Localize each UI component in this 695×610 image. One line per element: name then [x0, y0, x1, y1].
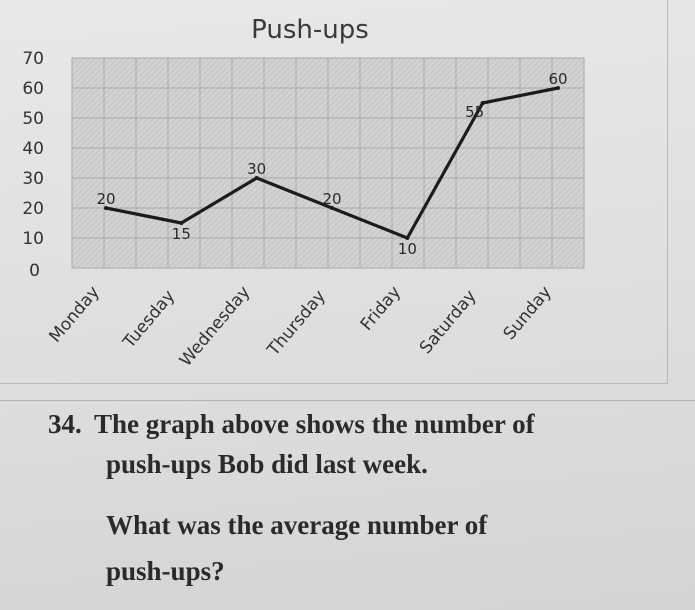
y-tick-label-2: 20 — [22, 199, 44, 219]
series-group — [104, 86, 560, 240]
x-tick-label-wednesday: Wednesday — [176, 282, 255, 370]
chart-border — [0, 0, 668, 384]
data-labels: 20 15 30 20 10 55 60 — [96, 70, 567, 258]
x-tick-label-thursday: Thursday — [263, 286, 330, 360]
data-label-monday: 20 — [96, 190, 115, 208]
x-tick-label-tuesday: Tuesday — [119, 286, 179, 353]
data-label-tuesday: 15 — [172, 225, 191, 243]
y-tick-label-0: 0 — [29, 261, 40, 281]
question-text-line2: push-ups Bob did last week. — [106, 449, 428, 479]
data-label-wednesday: 30 — [247, 160, 266, 178]
data-point-sunday — [556, 86, 560, 90]
data-label-sunday: 60 — [548, 70, 567, 88]
data-label-friday: 10 — [398, 240, 417, 258]
data-point-saturday — [480, 101, 485, 105]
question-prompt: What was the average number of push-ups? — [106, 502, 666, 594]
question-prompt-line1: What was the average number of — [106, 510, 488, 540]
y-tick-label-4: 40 — [22, 139, 44, 159]
data-point-thursday — [330, 206, 334, 210]
y-tick-label-6: 60 — [22, 79, 44, 99]
y-axis-ticks: 0 10 20 30 40 50 60 70 — [22, 49, 44, 281]
data-point-wednesday — [254, 176, 259, 180]
push-ups-line-chart: Push-ups 0 10 20 30 40 50 60 70 Monday TuesdayWe… — [22, 15, 585, 371]
y-tick-label-3: 30 — [22, 169, 44, 189]
y-tick-label-5: 50 — [22, 109, 44, 129]
y-tick-label-1: 10 — [22, 229, 44, 249]
question-34: 34. The graph above shows the number of … — [48, 404, 678, 484]
data-label-saturday: 55 — [465, 103, 484, 121]
data-point-friday — [405, 236, 410, 240]
data-label-thursday: 20 — [322, 190, 341, 208]
x-tick-label-sunday: Sunday — [500, 282, 556, 344]
question-text-line1: The graph above shows the number of — [94, 409, 535, 439]
question-number: 34. — [48, 409, 82, 439]
x-tick-label-saturday: Saturday — [416, 286, 481, 358]
data-point-monday — [104, 206, 108, 210]
y-tick-label-7: 70 — [22, 49, 44, 69]
section-divider — [0, 400, 695, 401]
x-tick-label-friday: Friday — [357, 282, 405, 334]
x-tick-label-monday: Monday — [45, 282, 103, 346]
question-prompt-line2: push-ups? — [106, 556, 225, 586]
chart-title: Push-ups — [251, 15, 369, 45]
data-point-tuesday — [179, 221, 184, 225]
